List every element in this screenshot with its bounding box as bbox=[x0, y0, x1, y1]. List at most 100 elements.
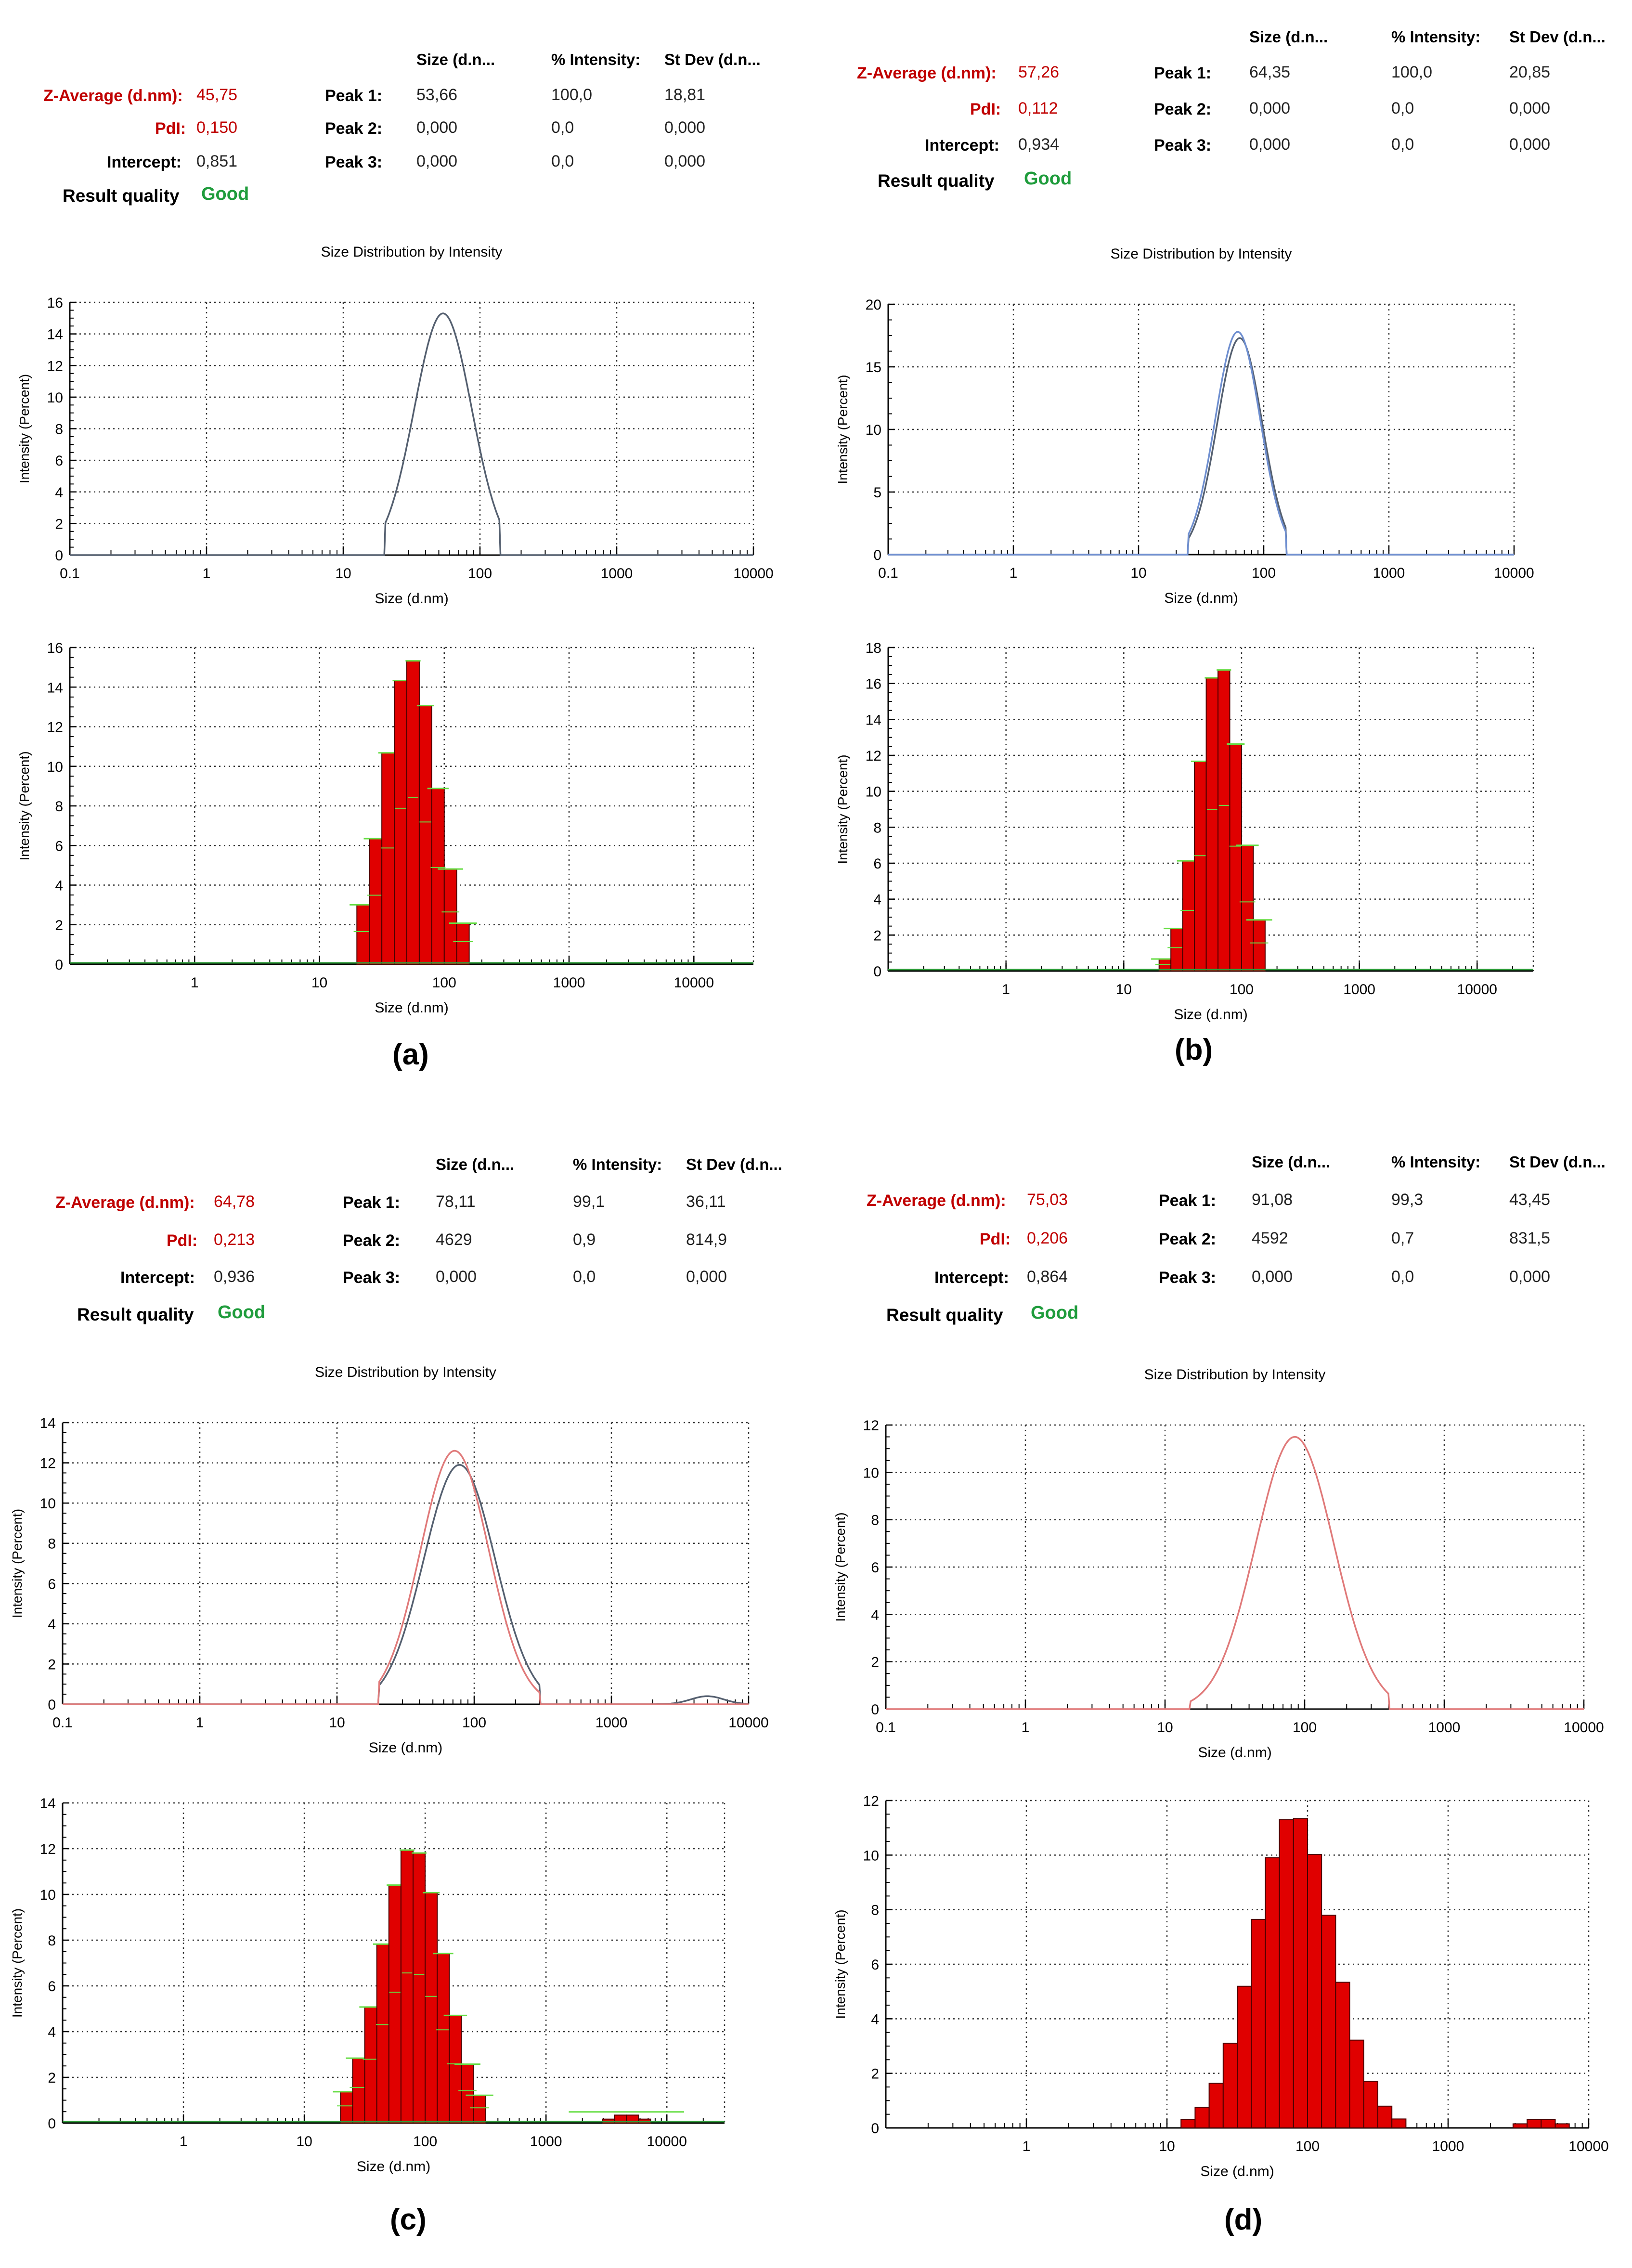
x-tick-label: 10 bbox=[311, 975, 327, 991]
peak-2-label: Peak 2: bbox=[343, 1231, 401, 1250]
y-tick-label: 8 bbox=[873, 820, 881, 836]
series-line-run2 bbox=[888, 331, 1514, 556]
pdi-label: PdI: bbox=[980, 1230, 1011, 1248]
peak-3-intensity: 0,0 bbox=[1391, 135, 1414, 154]
result-quality-value: Good bbox=[201, 184, 249, 204]
y-tick-label: 2 bbox=[55, 918, 63, 933]
peak-1-stdev: 18,81 bbox=[664, 86, 706, 104]
peak-2-size: 0,000 bbox=[416, 118, 458, 137]
peak-2-label: Peak 2: bbox=[1159, 1230, 1217, 1248]
x-tick-label: 100 bbox=[432, 975, 456, 991]
result-quality-label: Result quality bbox=[63, 186, 180, 206]
y-tick-label: 0 bbox=[48, 2116, 56, 2132]
histogram-bar bbox=[473, 2095, 486, 2124]
header-size: Size (d.n... bbox=[1252, 1153, 1331, 1171]
peak-2-stdev: 0,000 bbox=[1509, 99, 1551, 117]
histogram-bar bbox=[1253, 919, 1266, 972]
header-intensity: % Intensity: bbox=[1391, 1153, 1481, 1171]
x-axis-label: Size (d.nm) bbox=[1164, 590, 1238, 606]
x-axis-label: Size (d.nm) bbox=[375, 1000, 448, 1016]
header-intensity: % Intensity: bbox=[1391, 28, 1481, 46]
x-tick-label: 10 bbox=[1116, 982, 1132, 998]
intercept-value: 0,851 bbox=[196, 152, 238, 170]
y-tick-label: 0 bbox=[873, 547, 881, 563]
peak-1-size: 91,08 bbox=[1252, 1191, 1293, 1209]
histogram-bar bbox=[1229, 743, 1242, 972]
peak-3-label: Peak 3: bbox=[1159, 1269, 1217, 1287]
y-tick-label: 10 bbox=[863, 1848, 879, 1864]
pdi-value: 0,150 bbox=[196, 118, 238, 137]
y-tick-label: 2 bbox=[871, 2066, 879, 2082]
panel-caption: (d) bbox=[1224, 2203, 1263, 2236]
result-quality-label: Result quality bbox=[886, 1305, 1003, 1325]
header-stdev: St Dev (d.n... bbox=[1509, 1153, 1606, 1171]
y-tick-label: 16 bbox=[47, 640, 63, 656]
peak-3-label: Peak 3: bbox=[325, 153, 383, 171]
x-tick-label: 10000 bbox=[1457, 982, 1497, 998]
histogram-bar bbox=[381, 752, 395, 965]
x-tick-label: 100 bbox=[1295, 2138, 1320, 2154]
x-tick-label: 10000 bbox=[674, 975, 714, 991]
y-tick-label: 4 bbox=[871, 1607, 879, 1623]
x-tick-label: 1 bbox=[191, 975, 199, 991]
x-tick-label: 10 bbox=[296, 2134, 312, 2150]
x-tick-label: 1000 bbox=[601, 566, 633, 582]
x-tick-label: 100 bbox=[413, 2134, 437, 2150]
result-quality-label: Result quality bbox=[878, 171, 995, 191]
z-average-value: 64,78 bbox=[214, 1192, 255, 1211]
histogram-bar bbox=[418, 705, 432, 965]
peak-3-size: 0,000 bbox=[416, 152, 458, 170]
y-tick-label: 12 bbox=[866, 748, 881, 764]
histogram-bar bbox=[437, 1953, 450, 2124]
x-tick-label: 1000 bbox=[1432, 2138, 1464, 2154]
peak-1-stdev: 36,11 bbox=[686, 1192, 726, 1211]
peak-1-intensity: 100,0 bbox=[551, 86, 593, 104]
peak-2-stdev: 831,5 bbox=[1509, 1229, 1551, 1247]
z-average-label: Z-Average (d.nm): bbox=[43, 87, 183, 105]
histogram-bar bbox=[456, 922, 470, 965]
y-tick-label: 14 bbox=[866, 712, 881, 728]
histogram-bar bbox=[1307, 1854, 1322, 2129]
y-tick-label: 2 bbox=[55, 516, 63, 532]
peak-2-intensity: 0,9 bbox=[573, 1231, 596, 1249]
peak-1-intensity: 99,3 bbox=[1391, 1191, 1424, 1209]
y-tick-label: 2 bbox=[48, 1657, 56, 1672]
x-tick-label: 1000 bbox=[530, 2134, 562, 2150]
histogram-bar bbox=[376, 1944, 389, 2124]
y-axis-label: Intensity (Percent) bbox=[17, 751, 32, 860]
y-tick-label: 20 bbox=[866, 297, 881, 313]
peak-3-intensity: 0,0 bbox=[551, 152, 574, 170]
y-tick-label: 8 bbox=[48, 1536, 56, 1552]
histogram-bar bbox=[1265, 1857, 1280, 2128]
histogram-bar bbox=[340, 2091, 353, 2124]
histogram-bar bbox=[1241, 844, 1254, 972]
x-tick-label: 1000 bbox=[1428, 1720, 1461, 1736]
y-tick-label: 10 bbox=[40, 1496, 56, 1512]
histogram-bar bbox=[1251, 1918, 1266, 2128]
y-tick-label: 4 bbox=[55, 878, 63, 894]
histogram-bar bbox=[1218, 669, 1230, 972]
y-tick-label: 15 bbox=[866, 360, 881, 376]
peak-1-size: 78,11 bbox=[436, 1192, 476, 1211]
x-tick-label: 10000 bbox=[1564, 1720, 1604, 1736]
x-tick-label: 1000 bbox=[553, 975, 585, 991]
x-tick-label: 1 bbox=[180, 2134, 188, 2150]
y-tick-label: 12 bbox=[47, 358, 63, 374]
y-tick-label: 2 bbox=[873, 928, 881, 944]
histogram-bar bbox=[443, 868, 457, 965]
histogram-bar bbox=[1321, 1915, 1336, 2128]
x-tick-label: 1000 bbox=[1343, 982, 1375, 998]
panel-c: Size (d.n... % Intensity: St Dev (d.n...… bbox=[0, 1134, 816, 2268]
histogram-bar bbox=[1170, 928, 1183, 972]
y-axis-label: Intensity (Percent) bbox=[833, 1909, 848, 2019]
y-tick-label: 14 bbox=[40, 1415, 56, 1431]
y-tick-label: 8 bbox=[55, 422, 63, 438]
intercept-label: Intercept: bbox=[120, 1269, 195, 1287]
panel-caption: (a) bbox=[392, 1038, 429, 1071]
chart-title: Size Distribution by Intensity bbox=[321, 244, 503, 260]
histogram-bar bbox=[1237, 1985, 1252, 2128]
peak-2-size: 4629 bbox=[436, 1231, 472, 1249]
peak-2-intensity: 0,7 bbox=[1391, 1229, 1414, 1247]
